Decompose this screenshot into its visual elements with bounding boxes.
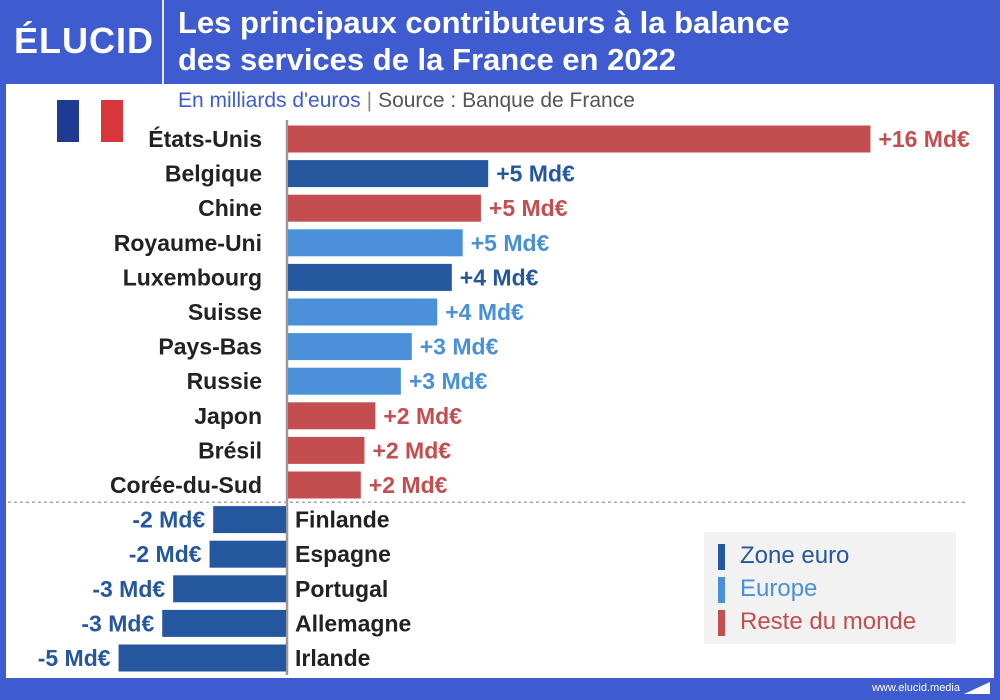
data-label: +5 Md€ [496, 161, 575, 187]
data-label: +3 Md€ [409, 368, 488, 394]
data-label: -2 Md€ [132, 507, 205, 533]
data-label: +4 Md€ [460, 264, 539, 290]
chart-subtitle: En milliards d'euros | Source : Banque de … [178, 89, 635, 113]
bar [118, 644, 286, 672]
legend-swatch [718, 610, 725, 636]
bar [288, 333, 412, 361]
data-label: +2 Md€ [372, 437, 451, 463]
unit-label: En milliards d'euros [178, 89, 361, 112]
category-label: Portugal [295, 576, 388, 602]
chart-title: Les principaux contributeurs à la balanc… [178, 4, 978, 78]
footer-url: www.elucid.media [871, 682, 960, 694]
subtitle-separator: | [366, 89, 373, 112]
category-label: Corée-du-Sud [110, 472, 262, 498]
data-label: +3 Md€ [420, 334, 499, 360]
category-label: Suisse [188, 299, 262, 325]
legend-swatch [718, 544, 725, 570]
data-label: +5 Md€ [489, 195, 568, 221]
bar [288, 160, 489, 188]
elucid-mark-icon [964, 682, 990, 694]
category-label: Belgique [165, 161, 262, 187]
data-label: +2 Md€ [369, 472, 448, 498]
legend-swatch [718, 577, 725, 603]
data-label: +5 Md€ [471, 230, 550, 256]
bar [288, 194, 481, 222]
category-label: Chine [198, 195, 262, 221]
category-label: Royaume-Uni [114, 230, 262, 256]
bar [173, 575, 286, 603]
data-label: -2 Md€ [129, 541, 202, 567]
bar [288, 263, 452, 291]
title-line-1: Les principaux contributeurs à la balanc… [178, 5, 790, 40]
legend-label: Zone euro [740, 542, 850, 569]
bar [288, 436, 365, 464]
data-label: +4 Md€ [445, 299, 524, 325]
bar [288, 367, 401, 395]
category-label: Brésil [198, 437, 262, 463]
bar [288, 298, 438, 326]
legend-label: Reste du monde [740, 608, 917, 635]
bar [288, 125, 871, 153]
source-label: Source : Banque de France [378, 89, 635, 112]
data-label: -5 Md€ [38, 645, 111, 671]
bar [288, 402, 376, 430]
legend-label: Europe [740, 575, 818, 602]
elucid-logo: ÉLUCID [14, 20, 154, 61]
category-label: États-Unis [148, 125, 262, 152]
legend: Zone euro Europe Reste du monde [704, 532, 956, 644]
bar [209, 540, 286, 568]
header-bar: ÉLUCID Les principaux contributeurs à la… [0, 0, 1000, 84]
category-label: Japon [194, 403, 262, 429]
category-label: Pays-Bas [158, 334, 262, 360]
bar [288, 229, 463, 257]
category-label: Allemagne [295, 610, 411, 636]
bar [213, 506, 286, 534]
data-label: +2 Md€ [383, 403, 462, 429]
category-label: Irlande [295, 645, 370, 671]
category-label: Russie [187, 368, 262, 394]
bar [288, 471, 361, 499]
header-divider [162, 0, 164, 84]
bar [162, 609, 286, 637]
category-label: Finlande [295, 507, 390, 533]
data-label: -3 Md€ [81, 610, 154, 636]
france-flag-icon [57, 100, 123, 142]
category-label: Luxembourg [123, 264, 262, 290]
title-line-2: des services de la France en 2022 [178, 42, 677, 77]
data-label: -3 Md€ [92, 576, 165, 602]
category-label: Espagne [295, 541, 391, 567]
data-label: +16 Md€ [878, 126, 970, 152]
